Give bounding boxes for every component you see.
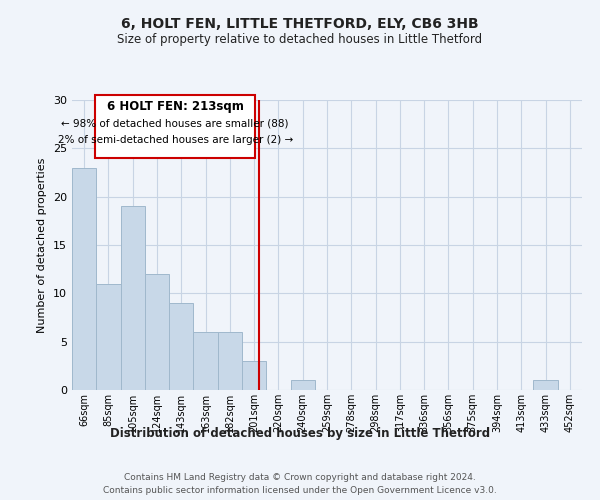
Bar <box>533 380 558 390</box>
Bar <box>218 332 242 390</box>
Text: Contains public sector information licensed under the Open Government Licence v3: Contains public sector information licen… <box>103 486 497 495</box>
Bar <box>290 380 315 390</box>
Text: 6 HOLT FEN: 213sqm: 6 HOLT FEN: 213sqm <box>107 100 244 114</box>
Bar <box>145 274 169 390</box>
Bar <box>121 206 145 390</box>
Bar <box>169 303 193 390</box>
Text: ← 98% of detached houses are smaller (88): ← 98% of detached houses are smaller (88… <box>61 118 289 128</box>
Text: Size of property relative to detached houses in Little Thetford: Size of property relative to detached ho… <box>118 32 482 46</box>
Bar <box>72 168 96 390</box>
Bar <box>96 284 121 390</box>
Text: Distribution of detached houses by size in Little Thetford: Distribution of detached houses by size … <box>110 428 490 440</box>
Y-axis label: Number of detached properties: Number of detached properties <box>37 158 47 332</box>
Text: 6, HOLT FEN, LITTLE THETFORD, ELY, CB6 3HB: 6, HOLT FEN, LITTLE THETFORD, ELY, CB6 3… <box>121 18 479 32</box>
FancyBboxPatch shape <box>95 95 256 158</box>
Text: Contains HM Land Registry data © Crown copyright and database right 2024.: Contains HM Land Registry data © Crown c… <box>124 472 476 482</box>
Text: 2% of semi-detached houses are larger (2) →: 2% of semi-detached houses are larger (2… <box>58 134 293 144</box>
Bar <box>193 332 218 390</box>
Bar <box>242 361 266 390</box>
